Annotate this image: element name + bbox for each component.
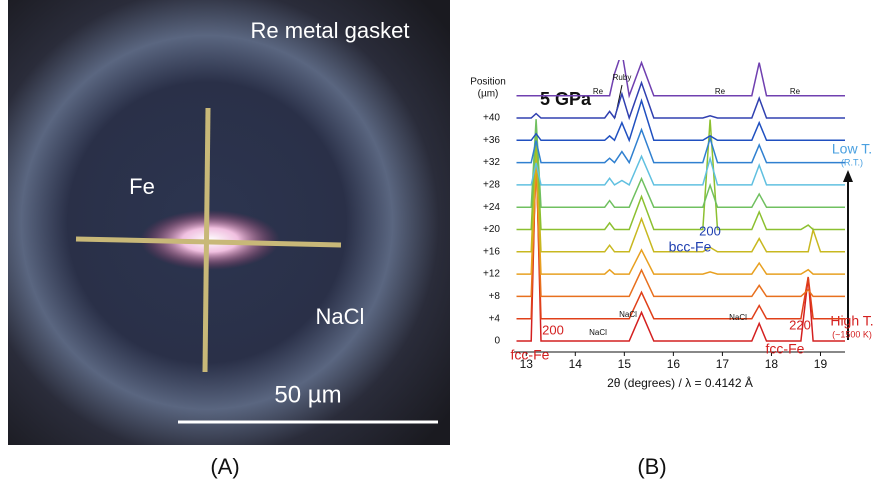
photo-label: NaCl	[316, 304, 365, 329]
position-label: Position	[470, 77, 506, 88]
trace	[517, 120, 846, 230]
position-label: +32	[483, 157, 500, 168]
annotation: NaCl	[729, 313, 747, 322]
trace	[517, 154, 846, 319]
annotation: Re	[715, 87, 726, 96]
panel-label: (B)	[637, 454, 666, 479]
position-label: +36	[483, 135, 500, 146]
annotation: NaCl	[619, 310, 637, 319]
position-label: +8	[489, 291, 501, 302]
position-label: (µm)	[478, 89, 499, 100]
high-t-label: High T.	[830, 313, 873, 329]
x-tick-label: 14	[569, 357, 583, 371]
annotation: NaCl	[589, 328, 607, 337]
annotation: bcc-Fe	[669, 239, 712, 255]
trace	[517, 156, 846, 185]
x-tick-label: 16	[667, 357, 681, 371]
annotation: Re	[790, 87, 801, 96]
annotation: fcc-Fe	[766, 341, 805, 357]
annotation: fcc-Fe	[511, 347, 550, 363]
annotation: Re	[593, 87, 604, 96]
position-label: +12	[483, 269, 500, 280]
annotation: 200	[542, 322, 564, 337]
trace	[517, 130, 846, 163]
x-axis-label: 2θ (degrees) / λ = 0.4142 Å	[607, 375, 753, 390]
arrow-head	[843, 170, 853, 182]
x-tick-label: 18	[765, 357, 779, 371]
annotation: 200	[699, 223, 721, 238]
position-label: 0	[494, 336, 500, 347]
position-label: +16	[483, 246, 500, 257]
scale-label: 50 µm	[274, 381, 341, 408]
x-tick-label: 15	[618, 357, 632, 371]
photo-label: Re metal gasket	[251, 18, 410, 43]
panel-label: (A)	[210, 454, 239, 479]
position-label: +20	[483, 224, 500, 235]
position-label: +24	[483, 202, 500, 213]
chart-title: 5 GPa	[540, 89, 592, 109]
annotation: Ruby	[613, 73, 632, 82]
x-tick-label: 19	[814, 357, 828, 371]
high-t-label: (~1500 K)	[832, 329, 872, 339]
photo-label: Fe	[129, 174, 155, 199]
position-label: +40	[483, 113, 500, 124]
low-t-label: Low T.	[832, 141, 872, 157]
position-label: +28	[483, 180, 500, 191]
trace	[517, 153, 846, 274]
annotation: 220	[789, 317, 811, 332]
x-tick-label: 17	[716, 357, 730, 371]
figure: Re metal gasket Fe NaCl 50 µm (A) (B) 5 …	[0, 0, 879, 486]
trace	[517, 142, 846, 252]
position-label: +4	[489, 313, 501, 324]
